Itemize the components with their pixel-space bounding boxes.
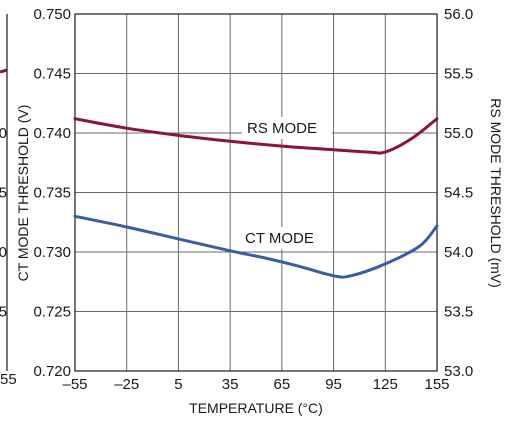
x-axis-title: TEMPERATURE (°C) — [189, 400, 323, 416]
y-left-tick-label: 0.740 — [33, 125, 71, 142]
x-tick-label: 95 — [325, 376, 342, 393]
rs-mode-label-bg — [242, 117, 332, 139]
partial-y-tick-labels: 740 735 730 725 — [0, 125, 7, 321]
partial-panel-curve — [0, 68, 8, 74]
y-right-tick-label: 54.5 — [444, 185, 473, 202]
y-left-axis-title: CT MODE THRESHOLD (V) — [15, 105, 31, 282]
ct-mode-label: CT MODE — [245, 230, 314, 247]
plot-frame — [74, 13, 438, 372]
y-right-tick-label: 53.5 — [444, 304, 473, 321]
x-tick-label: 35 — [222, 376, 239, 393]
y-left-tick-label: 0.735 — [33, 185, 71, 202]
x-tick-label: –55 — [62, 376, 87, 393]
ct-mode-label-bg — [240, 227, 320, 249]
x-tick-label: 155 — [424, 376, 449, 393]
series-labels: RS MODE CT MODE — [240, 117, 332, 249]
y-right-tick-label: 55.5 — [444, 66, 473, 83]
y-left-tick-label: 0.750 — [33, 6, 71, 23]
x-tick-label: 5 — [174, 376, 182, 393]
series-layer — [73, 117, 439, 279]
y-left-tick-label: 0.725 — [33, 304, 71, 321]
y-left-tick-labels: 0.720 0.725 0.730 0.735 0.740 0.745 0.750 — [33, 6, 71, 380]
partial-left-panel: 55 740 735 730 725 — [0, 14, 17, 388]
partial-x-tick-label: 55 — [0, 371, 17, 388]
y-right-tick-label: 54.0 — [444, 244, 473, 261]
x-tick-label: 65 — [274, 376, 291, 393]
x-tick-labels: –55 –25 5 35 65 95 125 155 — [62, 376, 449, 393]
gridlines — [75, 14, 437, 371]
y-right-tick-label: 56.0 — [444, 6, 473, 23]
rs-mode-label: RS MODE — [247, 120, 317, 137]
x-tick-label: 125 — [373, 376, 398, 393]
partial-y-tick-label: 730 — [0, 244, 7, 261]
partial-y-tick-label: 725 — [0, 304, 7, 321]
y-right-tick-label: 53.0 — [444, 363, 473, 380]
partial-y-tick-label: 735 — [0, 185, 7, 202]
y-right-axis-title: RS MODE THRESHOLD (mV) — [488, 98, 504, 288]
ct-mode-line — [73, 214, 439, 279]
partial-y-tick-label: 740 — [0, 125, 7, 142]
y-left-tick-label: 0.720 — [33, 363, 71, 380]
y-right-tick-label: 55.0 — [444, 125, 473, 142]
y-left-tick-label: 0.730 — [33, 244, 71, 261]
y-left-tick-label: 0.745 — [33, 66, 71, 83]
y-right-tick-labels: 53.0 53.5 54.0 54.5 55.0 55.5 56.0 — [444, 6, 473, 380]
x-tick-label: –25 — [114, 376, 139, 393]
rs-mode-line — [73, 117, 439, 155]
